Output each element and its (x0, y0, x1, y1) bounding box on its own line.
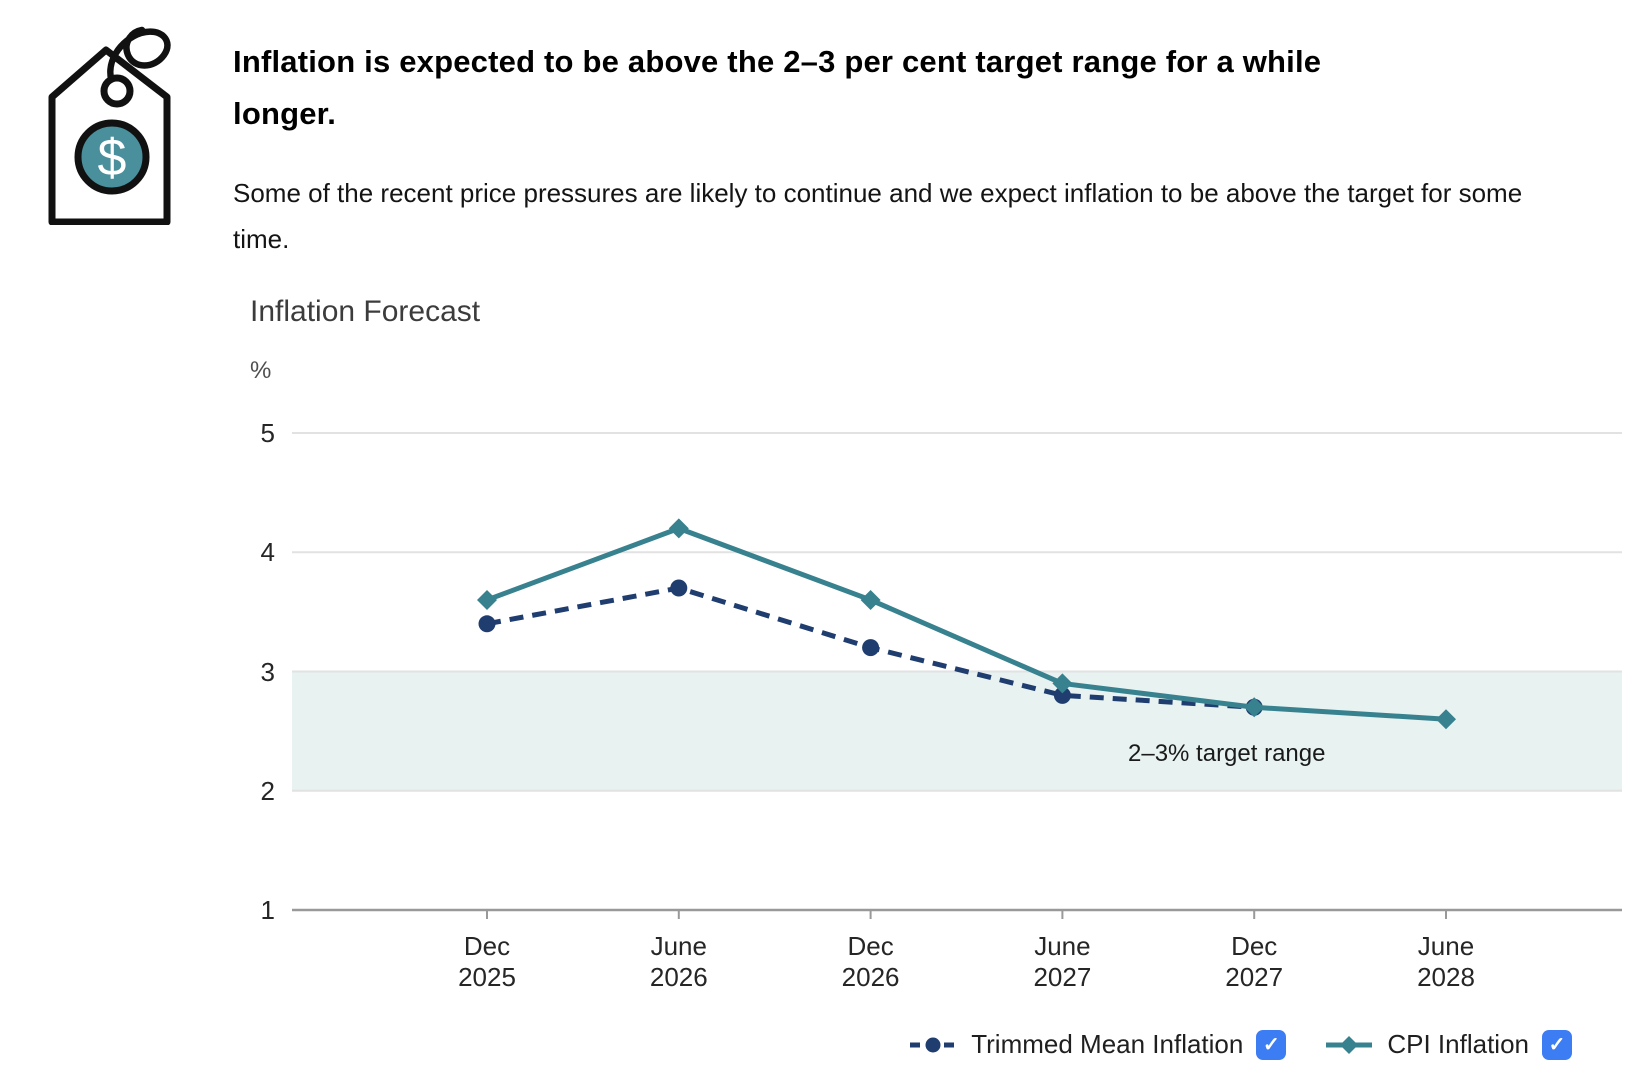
page-subtitle: Some of the recent price pressures are l… (233, 178, 1523, 254)
page-title: Inflation is expected to be above the 2–… (233, 44, 1322, 131)
legend-label: Trimmed Mean Inflation (971, 1029, 1244, 1059)
y-axis-tick-label: 2 (260, 775, 275, 806)
data-point-marker (478, 615, 496, 633)
x-axis-tick-label: Dec 2025 (458, 931, 516, 992)
solid-line-sample-icon (1326, 1035, 1373, 1054)
tag-hole (100, 74, 134, 108)
x-axis-tick-label: Dec 2026 (841, 931, 900, 992)
chart-title: Inflation Forecast (250, 295, 481, 328)
target-range-annotation: 2–3% target range (1128, 740, 1326, 767)
legend-label: CPI Inflation (1387, 1029, 1529, 1059)
x-axis-tick-label: June 2027 (1033, 931, 1092, 992)
data-point-marker (1052, 673, 1073, 694)
data-point-marker (862, 639, 880, 657)
y-axis-unit-label: % (250, 357, 272, 384)
chart-legend: Trimmed Mean Inflation ✓ CPI Inflation ✓ (908, 1029, 1572, 1060)
y-axis-tick-label: 3 (260, 656, 275, 687)
legend-checkbox-cpi-inflation[interactable]: ✓ (1542, 1029, 1572, 1060)
dollar-sign-glyph: $ (98, 129, 127, 187)
data-point-marker (668, 518, 689, 539)
legend-checkbox-trimmed-mean-inflation[interactable]: ✓ (1256, 1029, 1287, 1060)
data-point-marker (1436, 709, 1456, 730)
dollar-badge (74, 119, 150, 195)
target-range-band (292, 671, 1622, 791)
data-point-marker (860, 589, 881, 610)
data-point-marker (477, 589, 497, 610)
x-axis-tick-label: June 2026 (649, 931, 708, 992)
legend-item: CPI Inflation ✓ (1324, 1029, 1572, 1060)
series-line (486, 525, 1447, 722)
legend-item: Trimmed Mean Inflation ✓ (908, 1029, 1287, 1060)
y-axis-tick-label: 4 (260, 537, 275, 568)
x-axis-tick-label: June 2028 (1417, 931, 1475, 992)
data-point-marker (1244, 697, 1265, 718)
price-tag-icon: $ (48, 26, 171, 225)
dashed-line-sample-icon (910, 1037, 957, 1052)
x-axis-tick-label: Dec 2027 (1225, 931, 1284, 992)
tag-string-loop (107, 26, 171, 91)
data-point-marker (670, 579, 688, 597)
y-axis-tick-label: 5 (260, 418, 275, 448)
data-point-marker (1053, 686, 1071, 704)
y-axis-tick-label: 1 (260, 895, 275, 925)
